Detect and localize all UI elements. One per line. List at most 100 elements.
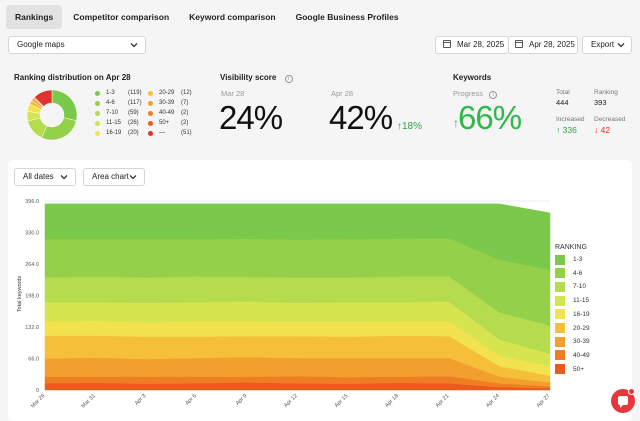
legend-range: 7-10 [106, 110, 119, 116]
x-tick-label: Apr 27 [536, 393, 552, 409]
area-chart: 0 66.0 132.0 198.0 264.0 330.0 396.0 Mar 29 Mar … [17, 199, 552, 410]
legend-dot [95, 130, 100, 136]
date-range-select[interactable]: All dates [14, 168, 76, 186]
source-select[interactable]: Google maps [8, 36, 146, 54]
visibility-delta-value: 18% [402, 121, 423, 132]
chart-legend-item[interactable]: 40-49 [555, 350, 590, 361]
keywords-progress-value: ↑66% [453, 99, 522, 137]
tab-rankings[interactable]: Rankings [6, 5, 63, 29]
legend-swatch [555, 336, 565, 347]
legend-label: 20-29 [573, 324, 590, 332]
chart-legend-item[interactable]: 30-39 [555, 336, 590, 347]
chart-legend-item[interactable]: 20-29 [555, 323, 590, 334]
info-icon[interactable]: i [284, 75, 293, 83]
x-tick-label: Apr 12 [283, 393, 299, 409]
chat-icon [618, 396, 628, 408]
distribution-legend-right: 20-29 (12) 30-39 (7) 40-49 (2) 50+ (2) — (51) [148, 88, 192, 138]
chart-legend-item[interactable]: 50+ [555, 364, 584, 375]
keywords-increased: ↑ 336 [556, 125, 577, 135]
distribution-legend-item: 4-6 (117) [95, 98, 142, 108]
legend-count: (20) [128, 130, 139, 136]
legend-swatch [555, 295, 565, 306]
x-tick-label: Apr 18 [384, 393, 400, 409]
legend-swatch [555, 350, 565, 361]
distribution-legend-item: — (51) [148, 128, 192, 138]
legend-swatch [555, 268, 565, 279]
legend-range: 4-6 [106, 100, 115, 106]
distribution-legend-item: 40-49 (2) [148, 108, 192, 118]
legend-label: 16-19 [573, 310, 590, 318]
chart-legend-item[interactable]: 11-15 [555, 295, 589, 306]
y-tick-label: 66.0 [28, 357, 39, 363]
chart-legend-item[interactable]: 1-3 [555, 254, 582, 265]
legend-range: 40-49 [159, 110, 175, 116]
legend-swatch [555, 364, 565, 375]
visibility-title: Visibility score i [220, 73, 293, 83]
distribution-legend-item: 7-10 (59) [95, 108, 142, 118]
legend-label: 50+ [573, 365, 585, 373]
tab-keyword-comparison[interactable]: Keyword comparison [189, 12, 276, 22]
distribution-title: Ranking distribution on Apr 28 [14, 73, 131, 82]
legend-count: (26) [128, 120, 139, 126]
keywords-ranking-value: 393 [594, 98, 607, 107]
area-series-1-3[interactable] [44, 203, 551, 271]
export-button[interactable]: Export [582, 36, 632, 54]
legend-count: (2) [181, 110, 189, 116]
legend-count: (2) [181, 120, 189, 126]
source-select-value: Google maps [17, 40, 65, 49]
keywords-decreased-value: 42 [600, 125, 611, 135]
date-from-picker[interactable]: Mar 28, 2025 [435, 36, 509, 54]
keywords-progress-text: Progress [453, 89, 484, 98]
chevron-down-icon [129, 175, 137, 180]
legend-range: 1-3 [106, 90, 115, 96]
legend-dot [148, 110, 153, 116]
y-tick-label: 330.0 [25, 231, 39, 237]
visibility-delta: ↑18% [397, 121, 422, 132]
chart-legend-item[interactable]: 4-6 [555, 268, 582, 279]
distribution-legend-item: 50+ (2) [148, 118, 192, 128]
distribution-legend-left: 1-3 (119) 4-6 (117) 7-10 (59) 11-15 (26) 16-19 (2… [95, 88, 142, 138]
donut-slice [41, 117, 77, 141]
y-tick-label: 0 [36, 388, 39, 394]
legend-range: 16-19 [106, 130, 122, 136]
chart-legend-item[interactable]: 16-19 [555, 309, 590, 320]
y-tick-label: 264.0 [25, 262, 39, 268]
legend-label: 7-10 [573, 283, 587, 291]
keywords-progress-number: 66% [458, 99, 522, 136]
distribution-legend-item: 20-29 (12) [148, 88, 192, 98]
legend-range: 50+ [159, 120, 170, 126]
visibility-start-value: 24% [219, 99, 283, 136]
keywords-decreased-label: Decreased [594, 116, 626, 123]
chart-type-select[interactable]: Area chart [83, 168, 145, 186]
tab-google-business-profiles[interactable]: Google Business Profiles [295, 12, 399, 22]
keywords-ranking-label: Ranking [594, 89, 618, 96]
x-tick-label: Mar 31 [81, 393, 97, 409]
chart-legend-item[interactable]: 7-10 [555, 281, 586, 292]
visibility-end-value: 42% [329, 99, 393, 136]
x-tick-label: Apr 9 [235, 393, 249, 407]
distribution-legend-item: 30-39 (7) [148, 98, 192, 108]
legend-swatch [555, 323, 565, 333]
legend-dot [95, 110, 100, 116]
donut-slice [34, 89, 53, 107]
distribution-donut-chart [26, 89, 78, 141]
legend-dot [95, 90, 100, 96]
date-to-picker[interactable]: Apr 28, 2025 [508, 36, 578, 54]
legend-swatch [555, 309, 565, 320]
keywords-increased-value: 336 [562, 125, 577, 135]
tab-competitor-comparison[interactable]: Competitor comparison [73, 12, 170, 22]
tab-bar: Rankings Competitor comparison Keyword c… [6, 5, 408, 29]
distribution-legend-item: 11-15 (26) [95, 118, 142, 128]
chart-legend-title: RANKING [555, 244, 587, 251]
info-icon[interactable]: i [489, 91, 498, 99]
legend-count: (119) [128, 90, 142, 96]
legend-range: 11-15 [106, 120, 121, 126]
legend-dot [148, 130, 153, 136]
legend-dot [148, 120, 153, 126]
keywords-progress-label: Progress i [453, 89, 498, 99]
donut-slice [51, 89, 78, 122]
x-tick-label: Apr 15 [334, 393, 350, 409]
legend-label: 4-6 [573, 269, 583, 277]
distribution-legend-item: 16-19 (20) [95, 128, 142, 138]
date-to-label: Apr 28, 2025 [529, 40, 575, 49]
